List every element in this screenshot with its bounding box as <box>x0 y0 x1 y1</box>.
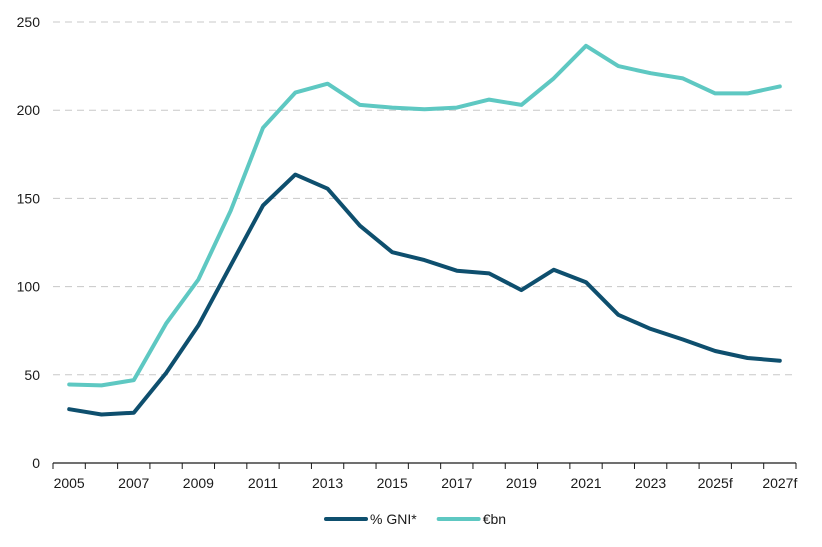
x-tick-label: 2025f <box>698 475 733 491</box>
y-tick-label: 150 <box>17 190 41 206</box>
y-tick-label: 50 <box>24 367 40 383</box>
x-tick-label: 2009 <box>183 475 214 491</box>
legend-label: % GNI* <box>370 511 417 527</box>
y-tick-label: 200 <box>17 102 41 118</box>
x-tick-label: 2023 <box>635 475 666 491</box>
x-tick-label: 2007 <box>118 475 149 491</box>
x-tick-label: 2005 <box>54 475 85 491</box>
y-tick-label: 0 <box>32 455 40 471</box>
x-tick-label: 2011 <box>248 475 278 491</box>
x-tick-label: 2015 <box>377 475 408 491</box>
series-lines <box>67 43 782 417</box>
y-tick-label: 100 <box>17 279 41 295</box>
legend: % GNI* €bn <box>324 511 506 527</box>
x-axis: 2005 2007 2009 2011 2013 2015 2017 2019 2021 2023… <box>52 462 797 491</box>
series-line <box>67 172 782 417</box>
series-line <box>67 43 782 388</box>
x-tick-label: 2021 <box>570 475 601 491</box>
y-axis-labels: 0 50 100 150 200 250 <box>17 14 41 471</box>
legend-label: €bn <box>483 511 506 527</box>
x-tick-label: 2017 <box>441 475 472 491</box>
x-tick-label: 2027f <box>762 475 797 491</box>
x-tick-label: 2019 <box>506 475 537 491</box>
y-tick-label: 250 <box>17 14 41 30</box>
grid-lines <box>53 21 796 376</box>
x-tick-label: 2013 <box>312 475 343 491</box>
